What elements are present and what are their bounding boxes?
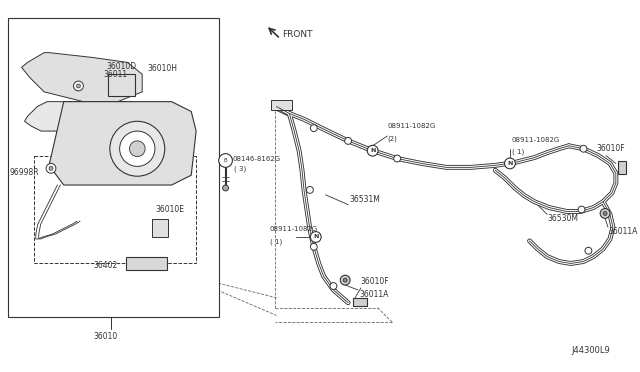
Text: 36011A: 36011A xyxy=(608,227,637,236)
Text: 36010: 36010 xyxy=(94,332,118,341)
Circle shape xyxy=(49,166,53,170)
Text: 36010H: 36010H xyxy=(147,64,177,73)
Circle shape xyxy=(129,141,145,157)
Text: N: N xyxy=(313,234,319,240)
Circle shape xyxy=(603,212,607,215)
Bar xyxy=(152,219,168,237)
Circle shape xyxy=(394,155,401,162)
Circle shape xyxy=(310,232,321,243)
Text: 08146-8162G: 08146-8162G xyxy=(232,155,280,161)
Text: N: N xyxy=(370,148,375,153)
Text: 08911-1082G: 08911-1082G xyxy=(387,123,436,129)
Text: 36011A: 36011A xyxy=(359,290,388,299)
Circle shape xyxy=(600,209,610,218)
Bar xyxy=(618,160,626,174)
Circle shape xyxy=(46,163,56,173)
Text: 36010F: 36010F xyxy=(596,144,625,153)
Circle shape xyxy=(310,125,317,132)
Bar xyxy=(353,298,367,306)
Text: FRONT: FRONT xyxy=(282,31,313,39)
Bar xyxy=(271,100,292,109)
Text: 36402: 36402 xyxy=(93,260,117,270)
Circle shape xyxy=(367,145,378,156)
Circle shape xyxy=(110,121,164,176)
Text: J44300L9: J44300L9 xyxy=(572,346,610,355)
Circle shape xyxy=(578,206,585,213)
Text: B: B xyxy=(224,158,227,163)
Polygon shape xyxy=(22,52,142,102)
Circle shape xyxy=(310,243,317,250)
Text: (2): (2) xyxy=(387,136,397,142)
Bar xyxy=(8,18,219,317)
Text: 36530M: 36530M xyxy=(547,214,578,224)
Bar xyxy=(108,74,135,96)
Circle shape xyxy=(343,278,347,282)
Bar xyxy=(125,257,166,270)
Circle shape xyxy=(345,138,351,144)
Text: 96998R: 96998R xyxy=(10,168,40,177)
Text: 08911-1082G: 08911-1082G xyxy=(512,137,560,143)
Circle shape xyxy=(330,283,337,289)
Text: 36010D: 36010D xyxy=(106,62,136,71)
Circle shape xyxy=(120,131,155,166)
Circle shape xyxy=(307,186,314,193)
Text: ( 3): ( 3) xyxy=(234,166,246,172)
Text: 36010F: 36010F xyxy=(361,277,390,286)
Circle shape xyxy=(223,185,228,191)
Circle shape xyxy=(74,81,83,91)
Text: N: N xyxy=(508,161,513,166)
Text: 36011: 36011 xyxy=(103,70,127,79)
Circle shape xyxy=(585,247,592,254)
Text: 36531M: 36531M xyxy=(349,195,380,204)
Circle shape xyxy=(219,154,232,167)
Polygon shape xyxy=(24,102,147,131)
Polygon shape xyxy=(49,102,196,185)
Circle shape xyxy=(340,275,350,285)
Circle shape xyxy=(504,158,515,169)
Text: 36010E: 36010E xyxy=(155,205,184,214)
Text: 08911-1082G: 08911-1082G xyxy=(269,226,318,232)
Bar xyxy=(35,155,196,263)
Circle shape xyxy=(77,84,81,88)
Text: ( 1): ( 1) xyxy=(269,239,282,246)
Text: ( 1): ( 1) xyxy=(512,149,524,155)
Circle shape xyxy=(580,145,587,152)
